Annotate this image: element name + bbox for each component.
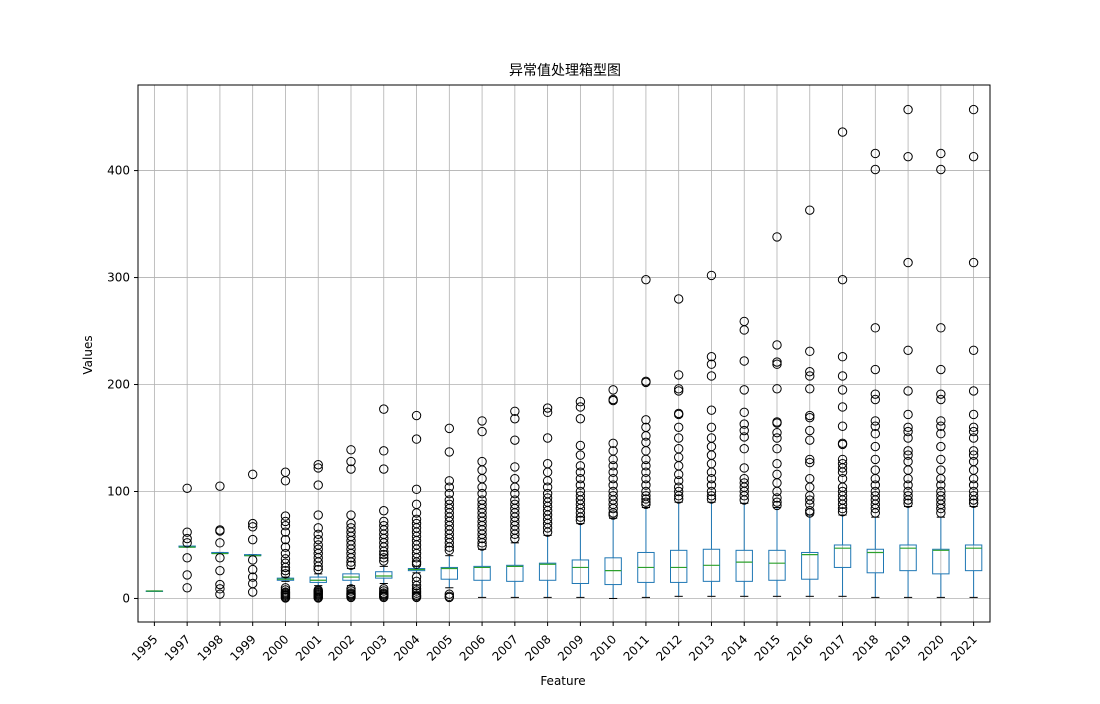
- chart-title: 异常值处理箱型图: [509, 63, 621, 79]
- y-tick-label: 100: [107, 484, 130, 498]
- y-tick-label: 300: [107, 271, 130, 285]
- y-axis-label: Values: [81, 335, 95, 374]
- y-tick-label: 0: [122, 591, 130, 605]
- y-tick-label: 200: [107, 378, 130, 392]
- box-1995: [146, 591, 162, 592]
- x-axis-label: Feature: [540, 674, 585, 688]
- y-tick-label: 400: [107, 164, 130, 178]
